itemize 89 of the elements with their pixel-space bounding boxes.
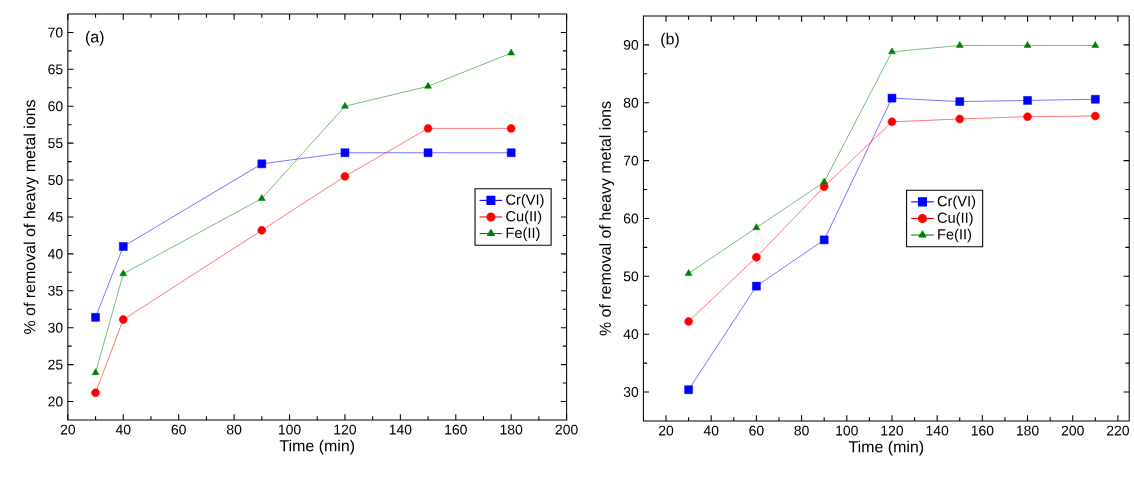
y-tick-label: 55 <box>48 138 63 149</box>
point <box>91 388 100 397</box>
point <box>258 194 266 201</box>
point <box>955 97 965 106</box>
x-tick-label: 180 <box>1016 425 1039 436</box>
x-tick-label: 60 <box>171 424 186 435</box>
point <box>684 269 693 276</box>
point <box>1091 95 1100 104</box>
legend-label: Fe(II) <box>506 227 540 241</box>
point <box>955 114 965 124</box>
point <box>424 82 432 89</box>
x-tick-label: 100 <box>836 425 858 436</box>
point <box>1023 41 1032 48</box>
y-tick-label: 70 <box>48 27 63 38</box>
y-tick-label: 50 <box>623 271 639 282</box>
y-tick-label: 50 <box>48 175 63 186</box>
x-tick-label: 100 <box>278 424 301 435</box>
y-tick-label: 35 <box>48 285 63 296</box>
y-tick-label: 20 <box>48 396 63 407</box>
x-tick-label: 20 <box>658 425 674 436</box>
point <box>956 41 964 48</box>
point <box>119 269 127 277</box>
y-tick-label: 70 <box>623 155 639 166</box>
x-tick-label: 40 <box>703 425 719 436</box>
y-tick-label: 25 <box>48 359 63 370</box>
y-tick-label: 30 <box>48 322 63 333</box>
point <box>1023 112 1032 121</box>
x-tick-label: 120 <box>334 424 357 435</box>
x-tick-label: 20 <box>60 424 76 435</box>
y-tick-label: 60 <box>48 101 63 112</box>
point <box>684 317 693 326</box>
legend-label: Cu(II) <box>506 210 542 225</box>
point <box>423 124 433 133</box>
point <box>819 235 829 245</box>
point <box>119 242 128 251</box>
point <box>91 313 100 322</box>
y-tick-label: 30 <box>623 387 639 398</box>
legend-label: Cu(II) <box>937 212 973 226</box>
x-tick-label: 80 <box>794 425 809 436</box>
point <box>340 148 350 158</box>
y-tick-label: 40 <box>47 249 63 259</box>
x-tick-label: 80 <box>226 424 242 435</box>
point <box>887 93 897 103</box>
y-tick-label: 80 <box>623 97 639 108</box>
x-tick-label: 140 <box>926 425 949 436</box>
point <box>257 159 267 169</box>
point <box>506 124 516 133</box>
annotation: (a) <box>85 30 104 46</box>
x-tick-label: 220 <box>1106 425 1130 436</box>
y-tick-label: 60 <box>623 213 639 224</box>
x-tick-label: 140 <box>389 424 412 435</box>
x-axis-title: Time (min) <box>279 439 355 455</box>
y-tick-label: 40 <box>623 329 639 340</box>
y-tick-label: 90 <box>623 40 639 50</box>
x-tick-label: 60 <box>749 425 764 436</box>
point <box>423 148 433 158</box>
annotation: (b) <box>661 32 679 48</box>
point <box>119 315 128 324</box>
x-tick-label: 200 <box>1061 425 1084 436</box>
point <box>507 48 515 56</box>
point <box>340 172 350 181</box>
x-tick-label: 40 <box>115 424 131 435</box>
legend-label: Fe(II) <box>938 228 972 243</box>
x-tick-label: 180 <box>500 424 523 435</box>
x-tick-label: 160 <box>445 424 467 435</box>
y-axis-title: % of removal of heavy metal ions <box>599 101 615 336</box>
point <box>752 223 761 231</box>
legend-label: Cr(VI) <box>937 195 976 210</box>
point <box>91 368 100 376</box>
x-tick-label: 160 <box>971 425 994 436</box>
y-axis-title: % of removal of heavy metal ions <box>23 100 39 335</box>
point <box>888 47 896 55</box>
y-tick-label: 65 <box>48 64 63 75</box>
x-tick-label: 120 <box>881 425 904 436</box>
x-tick-label: 200 <box>555 424 578 435</box>
point <box>257 226 267 235</box>
y-tick-label: 45 <box>47 212 63 222</box>
point <box>684 385 693 395</box>
point <box>752 253 761 262</box>
point <box>341 102 349 109</box>
point <box>1091 41 1100 48</box>
point <box>1023 96 1032 105</box>
point <box>887 117 897 127</box>
point <box>752 281 761 291</box>
point <box>820 177 828 185</box>
point <box>1091 111 1100 121</box>
x-axis-title: Time (min) <box>848 440 924 456</box>
point <box>506 148 516 158</box>
legend-label: Cr(VI) <box>506 194 544 208</box>
